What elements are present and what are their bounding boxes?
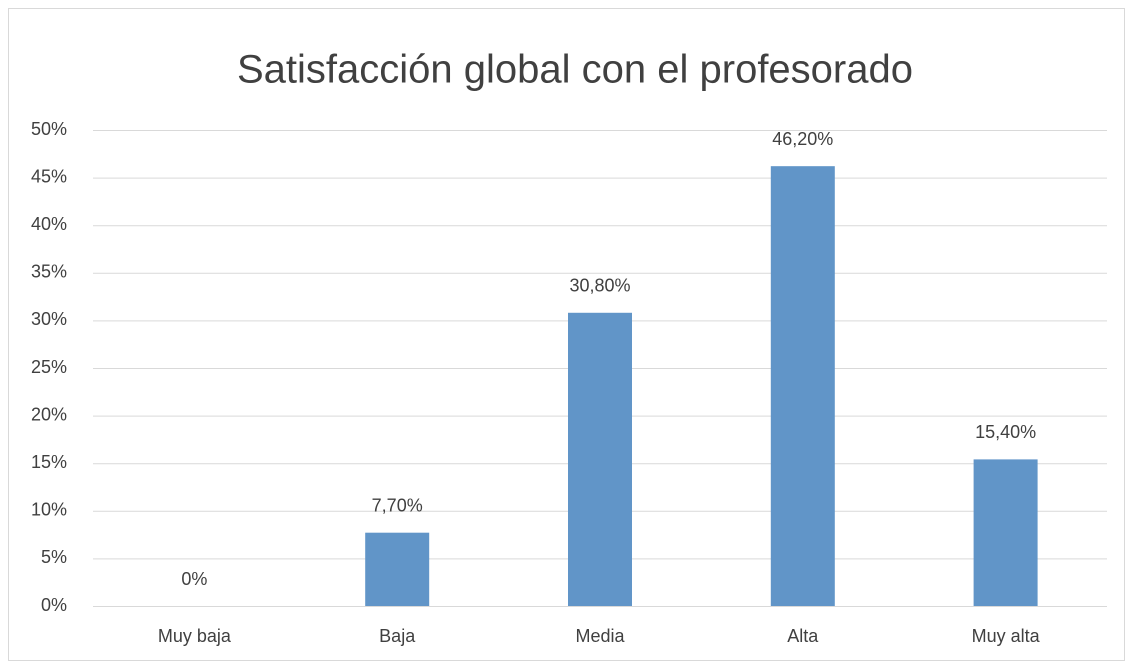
y-tick-label: 5% <box>41 547 67 567</box>
y-tick-label: 15% <box>31 452 67 472</box>
chart-border <box>8 8 1125 661</box>
y-tick-label: 20% <box>31 404 67 424</box>
x-tick-label: Alta <box>787 626 819 646</box>
x-tick-label: Muy alta <box>972 626 1041 646</box>
data-label: 0% <box>181 569 207 589</box>
y-tick-label: 40% <box>31 214 67 234</box>
bar <box>568 312 632 606</box>
data-label: 15,40% <box>975 422 1036 442</box>
bar <box>365 532 430 606</box>
y-tick-label: 45% <box>31 166 67 186</box>
y-tick-label: 30% <box>31 309 67 329</box>
y-tick-label: 10% <box>31 500 67 520</box>
data-label: 46,20% <box>772 129 833 149</box>
x-tick-label: Baja <box>379 626 416 646</box>
bar <box>973 459 1038 606</box>
y-tick-label: 25% <box>31 357 67 377</box>
data-label: 7,70% <box>372 495 423 515</box>
bar <box>770 166 835 606</box>
y-tick-label: 35% <box>31 262 67 282</box>
data-label: 30,80% <box>569 276 630 296</box>
chart-title: Satisfacción global con el profesorado <box>237 48 913 92</box>
x-tick-label: Muy baja <box>158 626 232 646</box>
x-tick-label: Media <box>575 626 625 646</box>
y-tick-label: 50% <box>31 119 67 139</box>
y-tick-label: 0% <box>41 595 67 615</box>
